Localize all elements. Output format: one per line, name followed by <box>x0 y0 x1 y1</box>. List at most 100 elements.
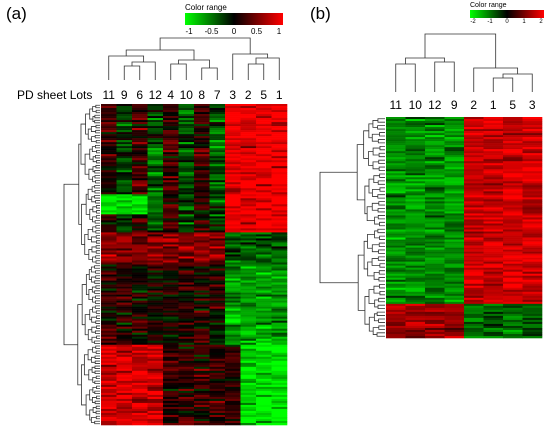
heatmap-b-cell <box>483 241 504 244</box>
heatmap-a-cell <box>116 244 133 247</box>
legend-a-tick-2: 0 <box>231 27 237 36</box>
heatmap-a-cell <box>256 106 272 109</box>
heatmap-b-cell <box>503 233 523 236</box>
heatmap-a-cell <box>194 340 210 344</box>
heatmap-a-cell <box>240 288 257 291</box>
heatmap-a-cell <box>240 398 257 402</box>
heatmap-a-cell <box>163 144 179 147</box>
heatmap-a-cell <box>101 368 117 372</box>
heatmap-b-cell <box>386 287 406 291</box>
heatmap-a-cell <box>101 140 117 143</box>
dendrogram-branch <box>94 290 100 294</box>
heatmap-b-cell <box>503 247 523 250</box>
heatmap-a-cell <box>256 340 272 344</box>
heatmap-a-cell <box>271 138 288 141</box>
heatmap-b-cell <box>464 175 484 178</box>
heatmap-b-cell <box>522 311 543 315</box>
heatmap-a-cell <box>240 374 257 378</box>
heatmap-a-cell <box>147 150 164 153</box>
heatmap-a-cell <box>116 268 133 271</box>
heatmap-a-cell <box>240 368 257 372</box>
heatmap-a-cell <box>178 268 195 271</box>
heatmap-a-cell <box>178 420 195 424</box>
heatmap-a-cell <box>225 270 241 273</box>
heatmap-b-cell <box>483 179 504 182</box>
heatmap-a-cell <box>209 198 226 201</box>
heatmap-a-cell <box>225 146 241 149</box>
heatmap-a-cell <box>271 146 288 149</box>
heatmap-a-cell <box>116 116 133 119</box>
heatmap-a-cell <box>225 130 241 133</box>
heatmap-a-cell <box>194 244 210 247</box>
heatmap-a-cell <box>101 168 117 171</box>
heatmap-a-cell <box>147 172 164 175</box>
heatmap-a-cell <box>256 198 272 201</box>
heatmap-a-cell <box>240 134 257 137</box>
heatmap-b-cell <box>483 161 504 164</box>
heatmap-b-cell <box>386 279 406 283</box>
heatmap-a-cell <box>194 402 210 406</box>
heatmap-b-cell <box>483 141 504 144</box>
heatmap-a-cell <box>116 342 133 346</box>
heatmap-b-cell <box>444 147 465 150</box>
heatmap-b-cell <box>483 257 504 260</box>
heatmap-b-cell <box>503 331 523 335</box>
heatmap-a-cell <box>225 422 241 426</box>
heatmap-a-cell <box>194 138 210 141</box>
heatmap-a-cell <box>116 114 133 117</box>
heatmap-a-cell <box>209 392 226 396</box>
heatmap-a-cell <box>240 182 257 185</box>
heatmap-a-cell <box>256 330 272 334</box>
heatmap-a-cell <box>163 356 179 360</box>
heatmap-a-cell <box>271 246 288 249</box>
heatmap-a-cell <box>116 402 133 406</box>
heatmap-a-cell <box>147 358 164 362</box>
heatmap-a-cell <box>194 256 210 259</box>
dendrogram-branch <box>378 297 385 303</box>
heatmap-a-cell <box>194 146 210 149</box>
heatmap-a-cell <box>132 336 148 340</box>
heatmap-a-cell <box>178 360 195 364</box>
heatmap-b-cell <box>503 303 523 307</box>
heatmap-a-cell <box>256 134 272 137</box>
heatmap-a-cell <box>225 312 241 315</box>
heatmap-b-cell <box>386 211 406 214</box>
heatmap-a-cell <box>178 174 195 177</box>
heatmap-a-cell <box>225 262 241 265</box>
heatmap-a-cell <box>225 388 241 392</box>
heatmap-a-cell <box>132 304 148 307</box>
heatmap-a-cell <box>225 408 241 412</box>
heatmap-a-cell <box>194 372 210 376</box>
dendrogram-branch <box>373 285 380 294</box>
heatmap-a-cell <box>101 208 117 211</box>
heatmap-b-cell <box>386 253 406 256</box>
heatmap-a-cell <box>256 126 272 129</box>
heatmap-b-cell <box>483 145 504 148</box>
heatmap-a-cell <box>240 264 257 267</box>
heatmap-b-cell <box>483 283 504 287</box>
heatmap-a-cell <box>132 186 148 189</box>
dendrogram-branch <box>87 349 93 361</box>
heatmap-a-cell <box>132 182 148 185</box>
heatmap-a-cell <box>116 404 133 408</box>
dendrogram-a <box>63 37 280 425</box>
legend-a-title: Color range <box>185 3 227 12</box>
heatmap-a-cell <box>101 226 117 229</box>
heatmap-b-cell <box>444 315 465 319</box>
heatmap-a-cell <box>209 402 226 406</box>
heatmap-a-cell <box>178 128 195 131</box>
heatmap-a-cell <box>209 266 226 269</box>
heatmap-b-cell <box>425 135 445 138</box>
heatmap-a-cell <box>194 238 210 241</box>
heatmap-b-cell <box>444 133 465 136</box>
legend-b-gradient <box>470 10 544 18</box>
heatmap-b-cell <box>444 157 465 160</box>
heatmap-a-cell <box>147 416 164 420</box>
heatmap-a-cell <box>225 174 241 177</box>
heatmap-a-cell <box>209 330 226 334</box>
heatmap-a-cell <box>116 392 133 396</box>
panel-a-column-label: 4 <box>167 88 175 102</box>
heatmap-a-cell <box>256 324 272 327</box>
heatmap-a-cell <box>163 170 179 173</box>
heatmap-b-cell <box>386 119 406 122</box>
